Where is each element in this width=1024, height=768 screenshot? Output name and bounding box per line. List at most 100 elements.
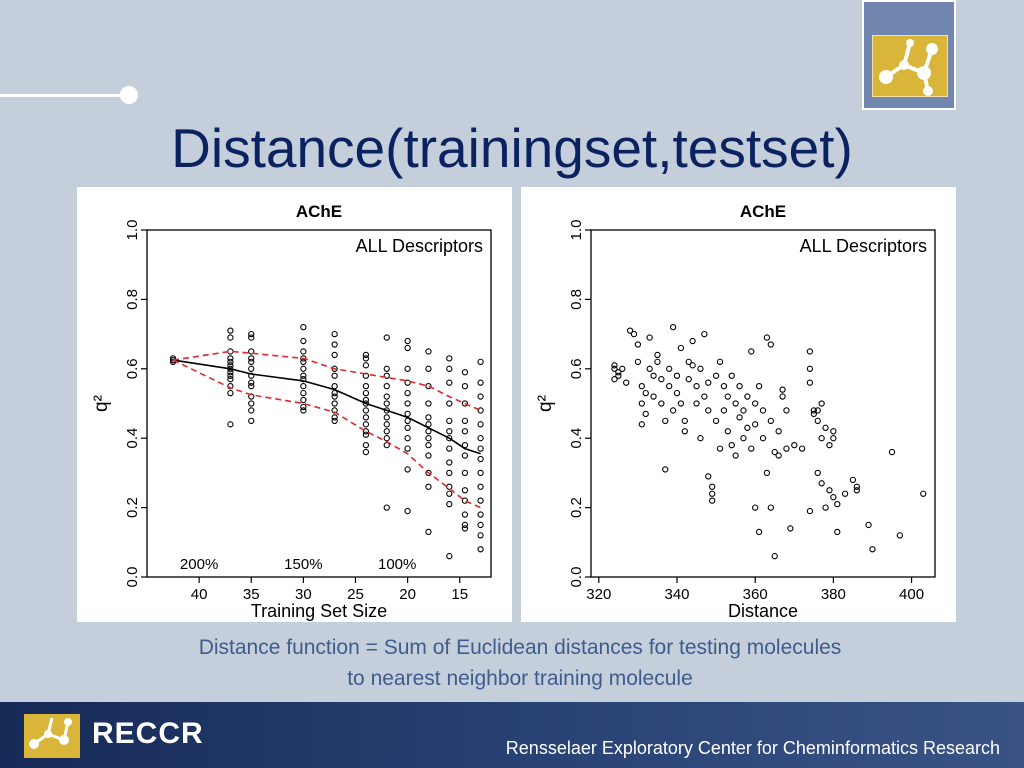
chart-distance-point [611,362,618,369]
chart-training-ytick-label: 0.6 [124,358,141,379]
chart-distance-point [615,369,622,376]
chart-distance-point [677,400,685,407]
chart-training-point [331,417,338,424]
chart-training-point [227,372,234,379]
slide-title: Distance(trainingset,testset) [171,117,853,179]
chart-training-point [404,507,411,515]
chart-training-point [404,445,411,452]
chart-distance-point [716,358,724,366]
chart-training-point [446,417,453,424]
footer-organization: Rensselaer Exploratory Center for Chemin… [505,738,1000,758]
chart-training-point [383,428,390,435]
chart-training-point [446,445,453,452]
chart-training-point [461,428,469,435]
chart-training-point [248,407,255,414]
chart-distance-point [814,417,821,424]
chart-distance-point [662,417,669,424]
chart-distance-point [732,400,739,407]
chart-training-point [331,393,338,400]
chart-training-point [300,365,307,372]
chart-distance-point [615,372,622,379]
chart-distance-point [783,407,790,414]
chart-training-point [477,379,484,386]
chart-training-point [331,351,338,359]
chart-training-point [227,348,234,355]
chart-training-title: AChE [296,202,342,221]
chart-distance-point [771,553,778,560]
chart-distance-point [720,382,728,390]
chart-training-point [300,348,307,355]
chart-distance-point [920,490,927,497]
chart-training-point [300,372,307,379]
chart-training-point [477,497,484,504]
chart-training-point [362,441,370,449]
chart-training-point [248,379,255,386]
chart-training-point [446,400,453,407]
chart-distance-point [826,441,833,449]
chart-distance-ytick-label: 0.2 [568,497,585,518]
chart-training-point [446,365,453,372]
chart-training-xtick-label: 15 [451,586,468,603]
chart-training-point [425,441,432,449]
chart-distance-point [763,469,771,477]
chart-training-point [362,448,370,456]
chart-training-point [446,379,453,386]
chart-training-point [425,382,432,390]
chart-training-point [446,435,453,442]
chart-distance-point [888,448,896,456]
chart-distance-point [767,341,774,348]
chart-distance-point [650,372,657,379]
chart-training-point [248,400,255,407]
chart-distance-point [755,382,763,390]
chart-distance-point [818,480,825,487]
chart-distance-point [841,490,849,497]
chart-training-point [362,400,370,407]
chart-training-point [362,351,370,359]
chart-training-point [446,355,453,362]
molecule-logo-icon [872,35,948,97]
title-accent-dot [120,86,138,104]
chart-distance-point [806,507,814,515]
chart-training-point [383,334,390,341]
chart-training-point [227,369,234,376]
chart-distance-point [642,389,649,397]
chart-training-point [227,376,234,383]
chart-distance-point [705,407,712,414]
chart-training-point [477,483,484,490]
chart-training-point [404,410,411,418]
molecule-footer-icon [24,714,80,758]
chart-training-plot-frame [146,229,492,578]
chart-distance-point [662,466,669,473]
chart-training-point [461,400,469,407]
chart-distance-point [767,417,774,424]
chart-training-point [331,414,338,421]
chart-training-point [227,358,234,366]
chart-training-point [300,403,307,411]
chart-training-point [477,421,484,428]
chart-training-point [404,400,411,407]
chart-distance-point [732,452,739,459]
chart-training-point [331,365,338,372]
chart-distance-point [709,497,716,504]
chart-training-point [227,334,234,341]
chart-distance-point [775,452,782,459]
chart-distance-point [748,348,755,355]
caption-line-2: to nearest neighbor training molecule [347,667,693,690]
chart-training-xtick-label: 20 [399,586,416,603]
chart-training-point [461,521,469,529]
chart-distance-point [834,528,841,536]
chart-distance-point [638,400,645,407]
chart-training-point [331,330,338,338]
chart-training-point [446,500,453,508]
chart-training-point [227,362,234,369]
chart-distance-point [806,365,814,372]
chart-training-point [404,344,411,352]
chart-training-ytick-label: 0.8 [124,289,141,310]
chart-distance-point [623,379,630,386]
chart-distance-point [619,365,626,372]
chart-training-ytick-label: 0.2 [124,497,141,518]
chart-distance-point [630,330,638,338]
chart-distance-point [752,400,759,407]
chart-training-point [461,487,469,494]
chart-distance-point [759,435,767,442]
